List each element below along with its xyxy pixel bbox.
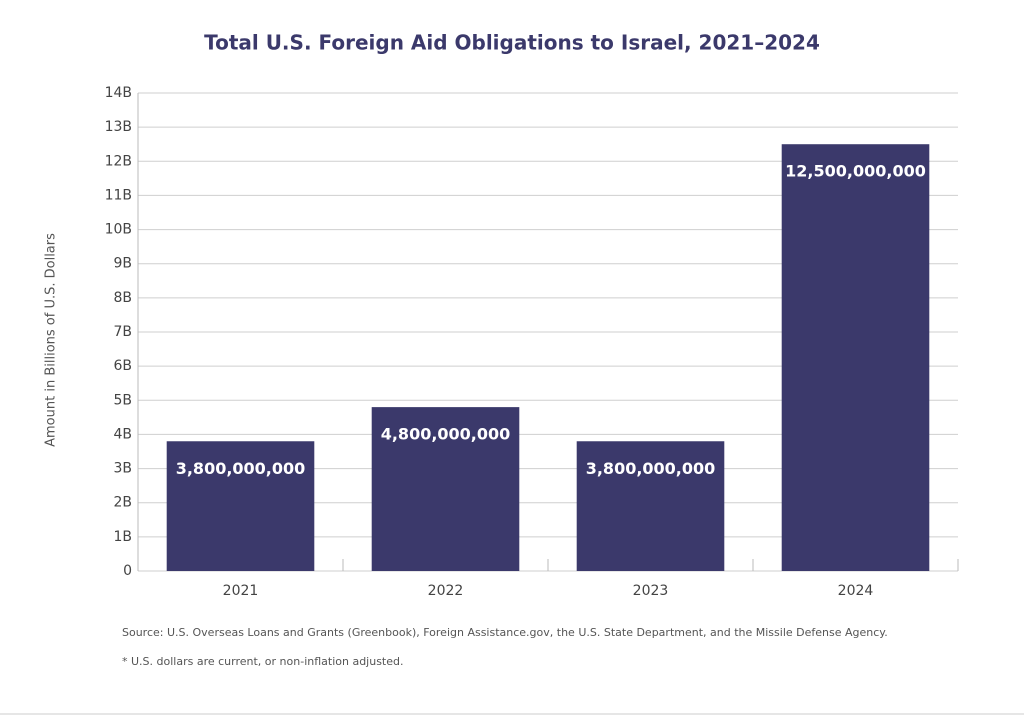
bar — [576, 441, 725, 571]
y-tick-label: 13B — [105, 119, 132, 135]
y-axis-label: Amount in Billions of U.S. Dollars — [44, 233, 59, 447]
value-label: 12,500,000,000 — [785, 162, 926, 181]
y-tick-label: 12B — [105, 153, 132, 169]
y-tick-label: 14B — [105, 85, 132, 101]
y-tick-label: 7B — [113, 324, 132, 340]
chart-title: Total U.S. Foreign Aid Obligations to Is… — [204, 31, 820, 55]
y-tick-label: 0 — [123, 563, 132, 579]
y-tick-label: 1B — [113, 529, 132, 545]
x-tick-label: 2021 — [223, 583, 259, 599]
x-tick-label: 2022 — [428, 583, 464, 599]
y-tick-label: 8B — [113, 290, 132, 306]
value-label: 3,800,000,000 — [176, 459, 306, 478]
bar — [166, 441, 315, 571]
x-tick-label: 2023 — [633, 583, 669, 599]
y-tick-label: 9B — [113, 256, 132, 272]
footnote: * U.S. dollars are current, or non-infla… — [122, 655, 404, 668]
y-tick-label: 10B — [105, 222, 132, 238]
bar — [371, 407, 520, 571]
y-tick-label: 5B — [113, 392, 132, 408]
y-tick-label: 4B — [113, 426, 132, 442]
y-tick-label: 3B — [113, 461, 132, 477]
y-tick-label: 6B — [113, 358, 132, 374]
bar — [781, 144, 930, 571]
value-label: 4,800,000,000 — [381, 425, 511, 444]
value-label: 3,800,000,000 — [586, 459, 716, 478]
source-note: Source: U.S. Overseas Loans and Grants (… — [122, 626, 888, 639]
y-tick-label: 2B — [113, 495, 132, 511]
y-tick-label: 11B — [105, 187, 132, 203]
x-tick-label: 2024 — [838, 583, 874, 599]
